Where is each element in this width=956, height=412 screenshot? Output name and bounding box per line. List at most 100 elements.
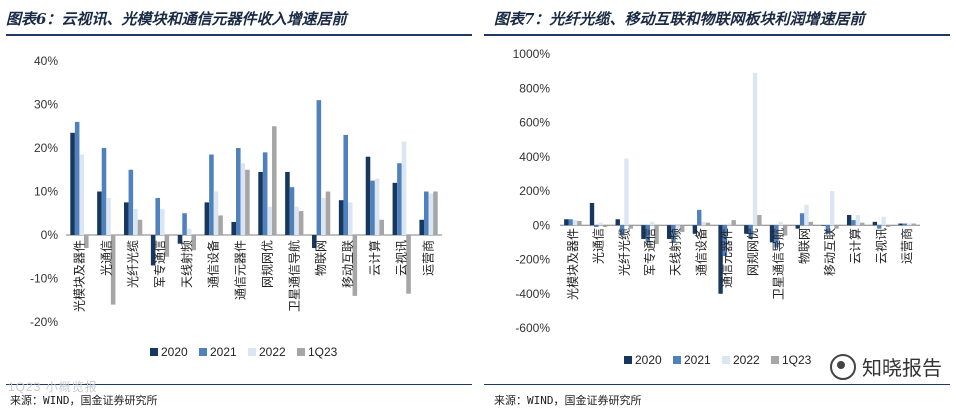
left-bar-2020 [204,202,210,235]
right-bar-2020 [641,225,646,239]
left-bar-2021 [343,134,348,235]
right-legend-label: 2022 [733,353,760,367]
left-bar-2021 [424,191,429,235]
left-bar-2021 [155,198,160,235]
left-bar-2021 [262,152,268,235]
faint-watermark: 1Q23 小概览报 [8,380,98,394]
left-bar-1Q23 [83,235,89,249]
right-bar-1Q23 [680,225,685,233]
left-bar-2022 [294,206,299,235]
right-bar-2020 [666,225,672,239]
wechat-icon [830,353,856,380]
left-source-note: 来源：WIND，国金证券研究所 [10,394,158,407]
right-bar-1Q23 [911,223,916,226]
left-ytick-label: 0% [41,228,59,242]
left-bar-2020 [70,132,75,235]
right-category-label: 卫星通信导航 [771,228,786,300]
right-bar-1Q23 [654,225,659,245]
right-bar-2020 [692,225,698,234]
right-bar-2022 [727,223,732,226]
right-bar-2021 [774,225,779,248]
left-bar-2022 [428,193,434,235]
right-bar-2021 [748,225,753,239]
left-bar-2020 [285,171,290,235]
right-legend-swatch-2022 [722,356,730,364]
right-bar-2022 [752,72,758,226]
right-category-label: 光通信 [592,228,606,264]
left-ytick-label: 20% [34,141,58,155]
left-category-label: 光模块及器件 [72,240,86,312]
left-bar-2022 [79,154,84,235]
left-bar-2020 [338,200,344,235]
left-bar-2021 [370,180,375,235]
right-bar-2021 [825,225,830,234]
left-bar-2021 [289,187,295,235]
left-bar-2020 [419,219,425,235]
left-bar-1Q23 [298,211,304,235]
left-bar-2022 [374,178,380,235]
right-category-label: 运营商 [899,228,914,264]
left-category-label: 云计算 [367,240,382,276]
right-bar-2020 [821,225,826,226]
right-bar-2020 [564,219,569,226]
right-bar-2022 [830,191,835,226]
left-bar-2020 [392,182,398,235]
right-category-label: 云视讯 [873,228,888,264]
right-chart-title: 图表7：光纤光缆、移动互联和物联网板块利润增速居前 [494,10,865,28]
right-legend-label: 2021 [684,353,711,367]
left-ytick-label: -20% [30,315,58,329]
right-bar-1Q23 [860,222,865,226]
left-bar-2022 [213,191,219,235]
left-category-label: 运营商 [421,240,436,276]
left-bar-chart: -20% -10% 0% 10% 20% 30% 40% 光模块及器件 光通信 光纤光缆 军专通信天… [30,54,442,359]
right-title-rule [484,34,950,36]
right-ytick-label: 0% [533,218,551,232]
right-bar-2021 [799,213,805,226]
left-bar-1Q23 [406,235,411,294]
left-category-label: 卫星通信导航 [286,240,301,312]
left-bar-1Q23 [164,235,170,257]
left-legend-swatch-2021 [199,348,207,356]
left-category-label: 通信元器件 [234,240,248,300]
right-source-note: 来源：WIND，国金证券研究所 [494,394,642,407]
right-bar-1Q23 [757,214,762,226]
right-legend-swatch-1Q23 [771,356,779,364]
left-legend-label: 2021 [210,345,237,359]
right-bar-1Q23 [808,221,814,226]
right-bar-1Q23 [885,225,891,227]
left-bar-2020 [258,171,263,235]
right-category-label: 云计算 [848,228,863,264]
left-ytick-label: -10% [30,272,58,286]
right-bar-2021 [697,209,702,226]
right-category-label: 光纤光缆 [617,228,631,276]
left-bar-1Q23 [379,219,384,235]
right-bar-1Q23 [782,225,788,236]
left-category-label: 光通信 [99,240,113,276]
left-bar-2021 [316,100,322,236]
left-bar-2021 [182,213,187,235]
right-category-label: 通信元器件 [720,228,734,288]
left-legend-swatch-1Q23 [297,348,305,356]
left-bar-2022 [133,208,138,235]
right-bar-1Q23 [628,225,634,229]
right-bottom-rule [484,384,950,385]
right-bar-2020 [769,225,775,243]
right-category-label: 网规网优 [745,228,760,276]
left-bar-1Q23 [352,235,358,296]
left-bottom-rule [6,384,472,385]
right-bar-2022 [650,221,655,226]
right-ytick-label: -400% [515,287,550,301]
left-category-label: 网规网优 [259,240,274,288]
right-bar-chart: -600% -400% -200% 0% 200% 400% 600% 800% 1000% 光模… [513,47,920,367]
right-bar-2022 [675,225,681,236]
right-bar-1Q23 [602,225,608,227]
right-bar-2020 [589,202,595,226]
left-bar-1Q23 [433,191,438,235]
left-category-label: 物联网 [314,240,328,276]
left-category-label: 军专通信 [152,240,167,288]
right-bar-2020 [795,225,800,229]
right-bar-2022 [624,158,629,226]
left-bar-1Q23 [191,235,196,251]
left-ytick-label: 40% [34,54,58,68]
left-category-label: 云视讯 [394,240,409,276]
